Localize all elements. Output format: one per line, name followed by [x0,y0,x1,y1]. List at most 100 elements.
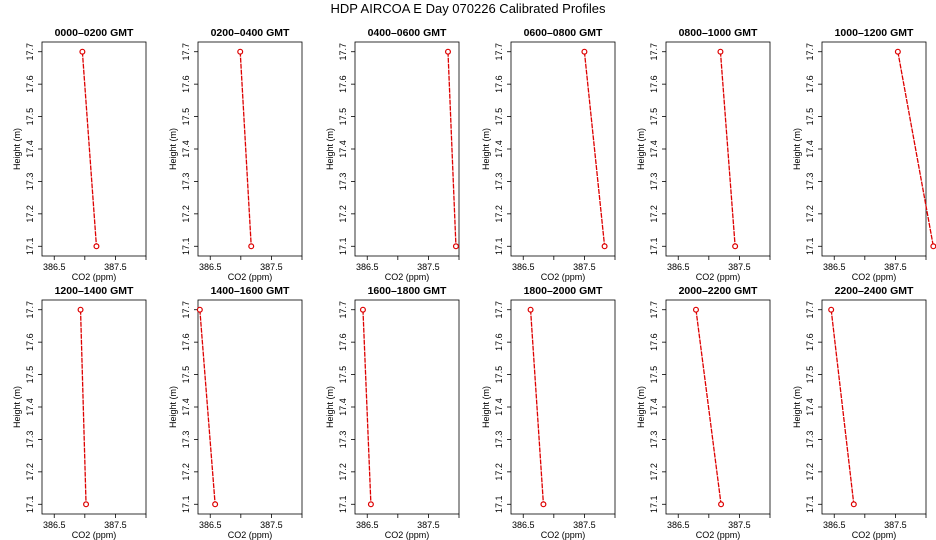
panel-6-ytick-label: 17.5 [805,108,815,126]
panel-4-point-1 [581,48,588,55]
panel-4-xtick-label: 387.5 [573,262,596,272]
panel-8-xtick-label: 386.5 [199,520,222,530]
panel-3-ytick-label: 17.5 [338,108,348,126]
panel-10-xtick-label: 386.5 [512,520,535,530]
panel-7-xtick-label: 387.5 [104,520,127,530]
panel-10-ytick-label: 17.3 [494,431,504,449]
panel-2-ytick-label: 17.7 [181,43,191,61]
panel-5-ytick-label: 17.3 [649,173,659,191]
panel-7-xtick-label: 386.5 [43,520,66,530]
panel-9-xlabel: CO2 (ppm) [385,530,430,540]
panel-11-plot-frame [665,299,771,515]
panel-11-ytick-label: 17.3 [649,431,659,449]
panel-11-ytick-label: 17.5 [649,366,659,384]
panel-10-ytick-label: 17.1 [494,496,504,514]
panel-11-ytick-label: 17.4 [649,398,659,416]
panel-9-point-2 [367,501,374,508]
panel-11-xtick-label: 387.5 [728,520,751,530]
panel-3-series-line [447,51,457,247]
panel-7-point-1 [77,306,84,313]
panel-10-ytick-label: 17.2 [494,463,504,481]
panel-12-xlabel: CO2 (ppm) [852,530,897,540]
panel-2-xtick-label: 387.5 [260,262,283,272]
panel-6-ylabel: Height (m) [792,128,802,170]
panel-8-title: 1400–1600 GMT [211,285,290,297]
panel-5-ylabel: Height (m) [636,128,646,170]
panel-11-point-1 [692,306,699,313]
panel-6-ytick-label: 17.2 [805,205,815,223]
panel-9-ytick-label: 17.1 [338,496,348,514]
panel-8-ytick-label: 17.6 [181,333,191,351]
panel-1-ytick-label: 17.6 [25,75,35,93]
panel-1-xtick-label: 387.5 [104,262,127,272]
panel-1-ytick-label: 17.5 [25,108,35,126]
panel-12-point-2 [850,501,857,508]
panel-5-series-line [719,51,736,247]
panel-7-ytick-label: 17.3 [25,431,35,449]
panel-5-ytick-label: 17.6 [649,75,659,93]
panel-10-ytick-label: 17.5 [494,366,504,384]
panel-9-point-1 [359,306,366,313]
panel-10-title: 1800–2000 GMT [524,285,603,297]
panel-7-ytick-label: 17.6 [25,333,35,351]
panel-5-ytick-label: 17.7 [649,43,659,61]
panel-1-ytick-label: 17.4 [25,140,35,158]
panel-11-ytick-label: 17.1 [649,496,659,514]
panel-6-ytick-label: 17.3 [805,173,815,191]
panel-7-ytick-label: 17.2 [25,463,35,481]
panel-2-ytick-label: 17.3 [181,173,191,191]
panel-2-ytick-label: 17.5 [181,108,191,126]
panel-9-ytick-label: 17.7 [338,301,348,319]
panel-4-ytick-label: 17.3 [494,173,504,191]
panel-12-ytick-label: 17.5 [805,366,815,384]
panel-1-point-2 [93,243,100,250]
panel-7-series-line [79,309,87,505]
panel-5-ytick-label: 17.4 [649,140,659,158]
panel-8-point-2 [212,501,219,508]
panel-3-xlabel: CO2 (ppm) [385,272,430,282]
panel-6-ytick-label: 17.4 [805,140,815,158]
panel-5-ytick-label: 17.1 [649,238,659,256]
panel-10-series-line [529,309,545,505]
panel-9-series-line [362,309,372,505]
panel-12-ytick-label: 17.6 [805,333,815,351]
panel-9-ylabel: Height (m) [325,386,335,428]
panel-10-xlabel: CO2 (ppm) [541,530,586,540]
panel-5-xtick-label: 386.5 [667,262,690,272]
panel-1-xtick-label: 386.5 [43,262,66,272]
panel-5-xlabel: CO2 (ppm) [696,272,741,282]
panel-11-ytick-label: 17.6 [649,333,659,351]
panel-3-ytick-label: 17.2 [338,205,348,223]
panel-11-ytick-label: 17.7 [649,301,659,319]
panel-10-ylabel: Height (m) [481,386,491,428]
panel-5-ytick-label: 17.2 [649,205,659,223]
panel-8-series-line [199,309,216,505]
panel-7-ytick-label: 17.7 [25,301,35,319]
panel-6-point-2 [930,243,936,250]
panel-8-xtick-label: 387.5 [260,520,283,530]
panel-4-series-line [583,51,606,247]
panel-3-ylabel: Height (m) [325,128,335,170]
panel-12-ylabel: Height (m) [792,386,802,428]
panel-8-xlabel: CO2 (ppm) [228,530,273,540]
panel-12-xtick-label: 386.5 [823,520,846,530]
panel-9-ytick-label: 17.6 [338,333,348,351]
panel-12-title: 2200–2400 GMT [835,285,914,297]
panel-4-ytick-label: 17.6 [494,75,504,93]
panel-11-title: 2000–2200 GMT [679,285,758,297]
panel-11-xtick-label: 386.5 [667,520,690,530]
panel-6-series-line [897,51,934,247]
panel-1-ylabel: Height (m) [12,128,22,170]
panel-6-ytick-label: 17.7 [805,43,815,61]
panel-8-ytick-label: 17.4 [181,398,191,416]
panel-5-point-1 [717,48,724,55]
panel-2-ytick-label: 17.2 [181,205,191,223]
panel-2-ytick-label: 17.4 [181,140,191,158]
panel-1-title: 0000–0200 GMT [55,27,134,39]
panel-10-point-2 [540,501,547,508]
panel-10-ytick-label: 17.7 [494,301,504,319]
panel-6-title: 1000–1200 GMT [835,27,914,39]
panel-6-plot-frame [821,41,927,257]
panel-1-ytick-label: 17.2 [25,205,35,223]
panel-4-ytick-label: 17.2 [494,205,504,223]
